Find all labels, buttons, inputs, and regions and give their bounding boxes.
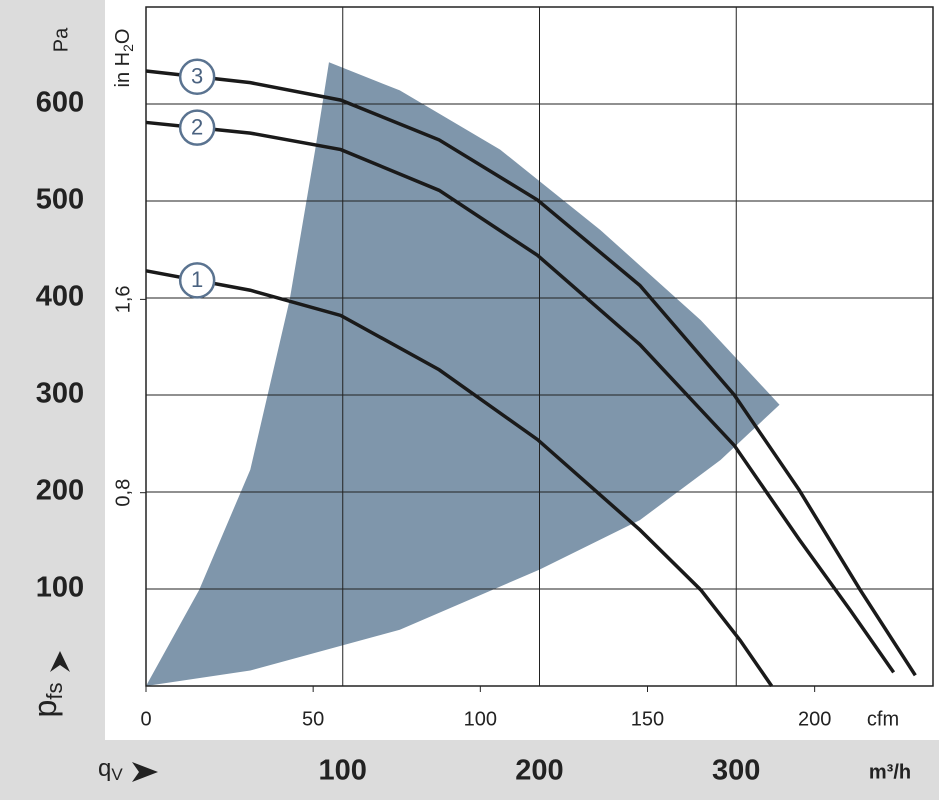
- x-label-sub: V: [111, 765, 123, 784]
- y-unit: Pa: [50, 27, 72, 52]
- y-tick-label: 200: [36, 475, 84, 507]
- plot-area: 1 2 3: [140, 6, 934, 692]
- plot-frame: [145, 6, 934, 687]
- x2-tick-label: 50: [302, 708, 324, 730]
- x-label-main: q: [98, 755, 111, 782]
- curve: [145, 120, 896, 674]
- x2-tick-label: 150: [631, 708, 664, 730]
- y2-unit: in H2O: [112, 29, 135, 88]
- x-unit: m³/h: [869, 761, 911, 783]
- y-label-sub: fs: [42, 683, 67, 700]
- bottom-panel: [0, 740, 939, 807]
- curve-label: 3: [191, 64, 203, 89]
- y2-unit-b: 2: [120, 44, 136, 52]
- y-label: pfs: [27, 683, 66, 718]
- x-tick-label: 100: [319, 755, 367, 787]
- y-tick-label: 600: [36, 87, 84, 119]
- curve-label: 2: [191, 114, 203, 139]
- x-arrow: [132, 762, 158, 782]
- y-tick-label: 400: [36, 281, 84, 313]
- x2-tick-label: 100: [464, 708, 497, 730]
- left-panel: [0, 0, 105, 807]
- curve-badge: [178, 262, 216, 299]
- x2-unit: cfm: [867, 708, 899, 730]
- x-label: qV: [98, 755, 123, 784]
- y2-unit-a: in H: [112, 52, 134, 88]
- x2-tick-label: 200: [798, 708, 831, 730]
- curve: [145, 269, 774, 687]
- y2-unit-c: O: [112, 29, 134, 45]
- curve: [145, 69, 917, 677]
- y-arrow: [50, 651, 70, 672]
- curve-label: 1: [191, 267, 203, 292]
- operating-region: [146, 62, 780, 687]
- x-tick-label: 200: [515, 755, 563, 787]
- y-label-main: p: [27, 700, 63, 718]
- y-tick-label: 500: [36, 184, 84, 216]
- bottom-margin: [0, 800, 939, 807]
- y2-tick-label: 0,8: [112, 479, 134, 507]
- y2-tick-label: 1,6: [112, 285, 134, 313]
- curve-badge: [178, 58, 216, 95]
- y-tick-label: 300: [36, 378, 84, 410]
- x2-tick-label: 0: [140, 708, 151, 730]
- y-tick-label: 100: [36, 572, 84, 604]
- curve-badge: [178, 109, 216, 146]
- x-tick-label: 300: [712, 755, 760, 787]
